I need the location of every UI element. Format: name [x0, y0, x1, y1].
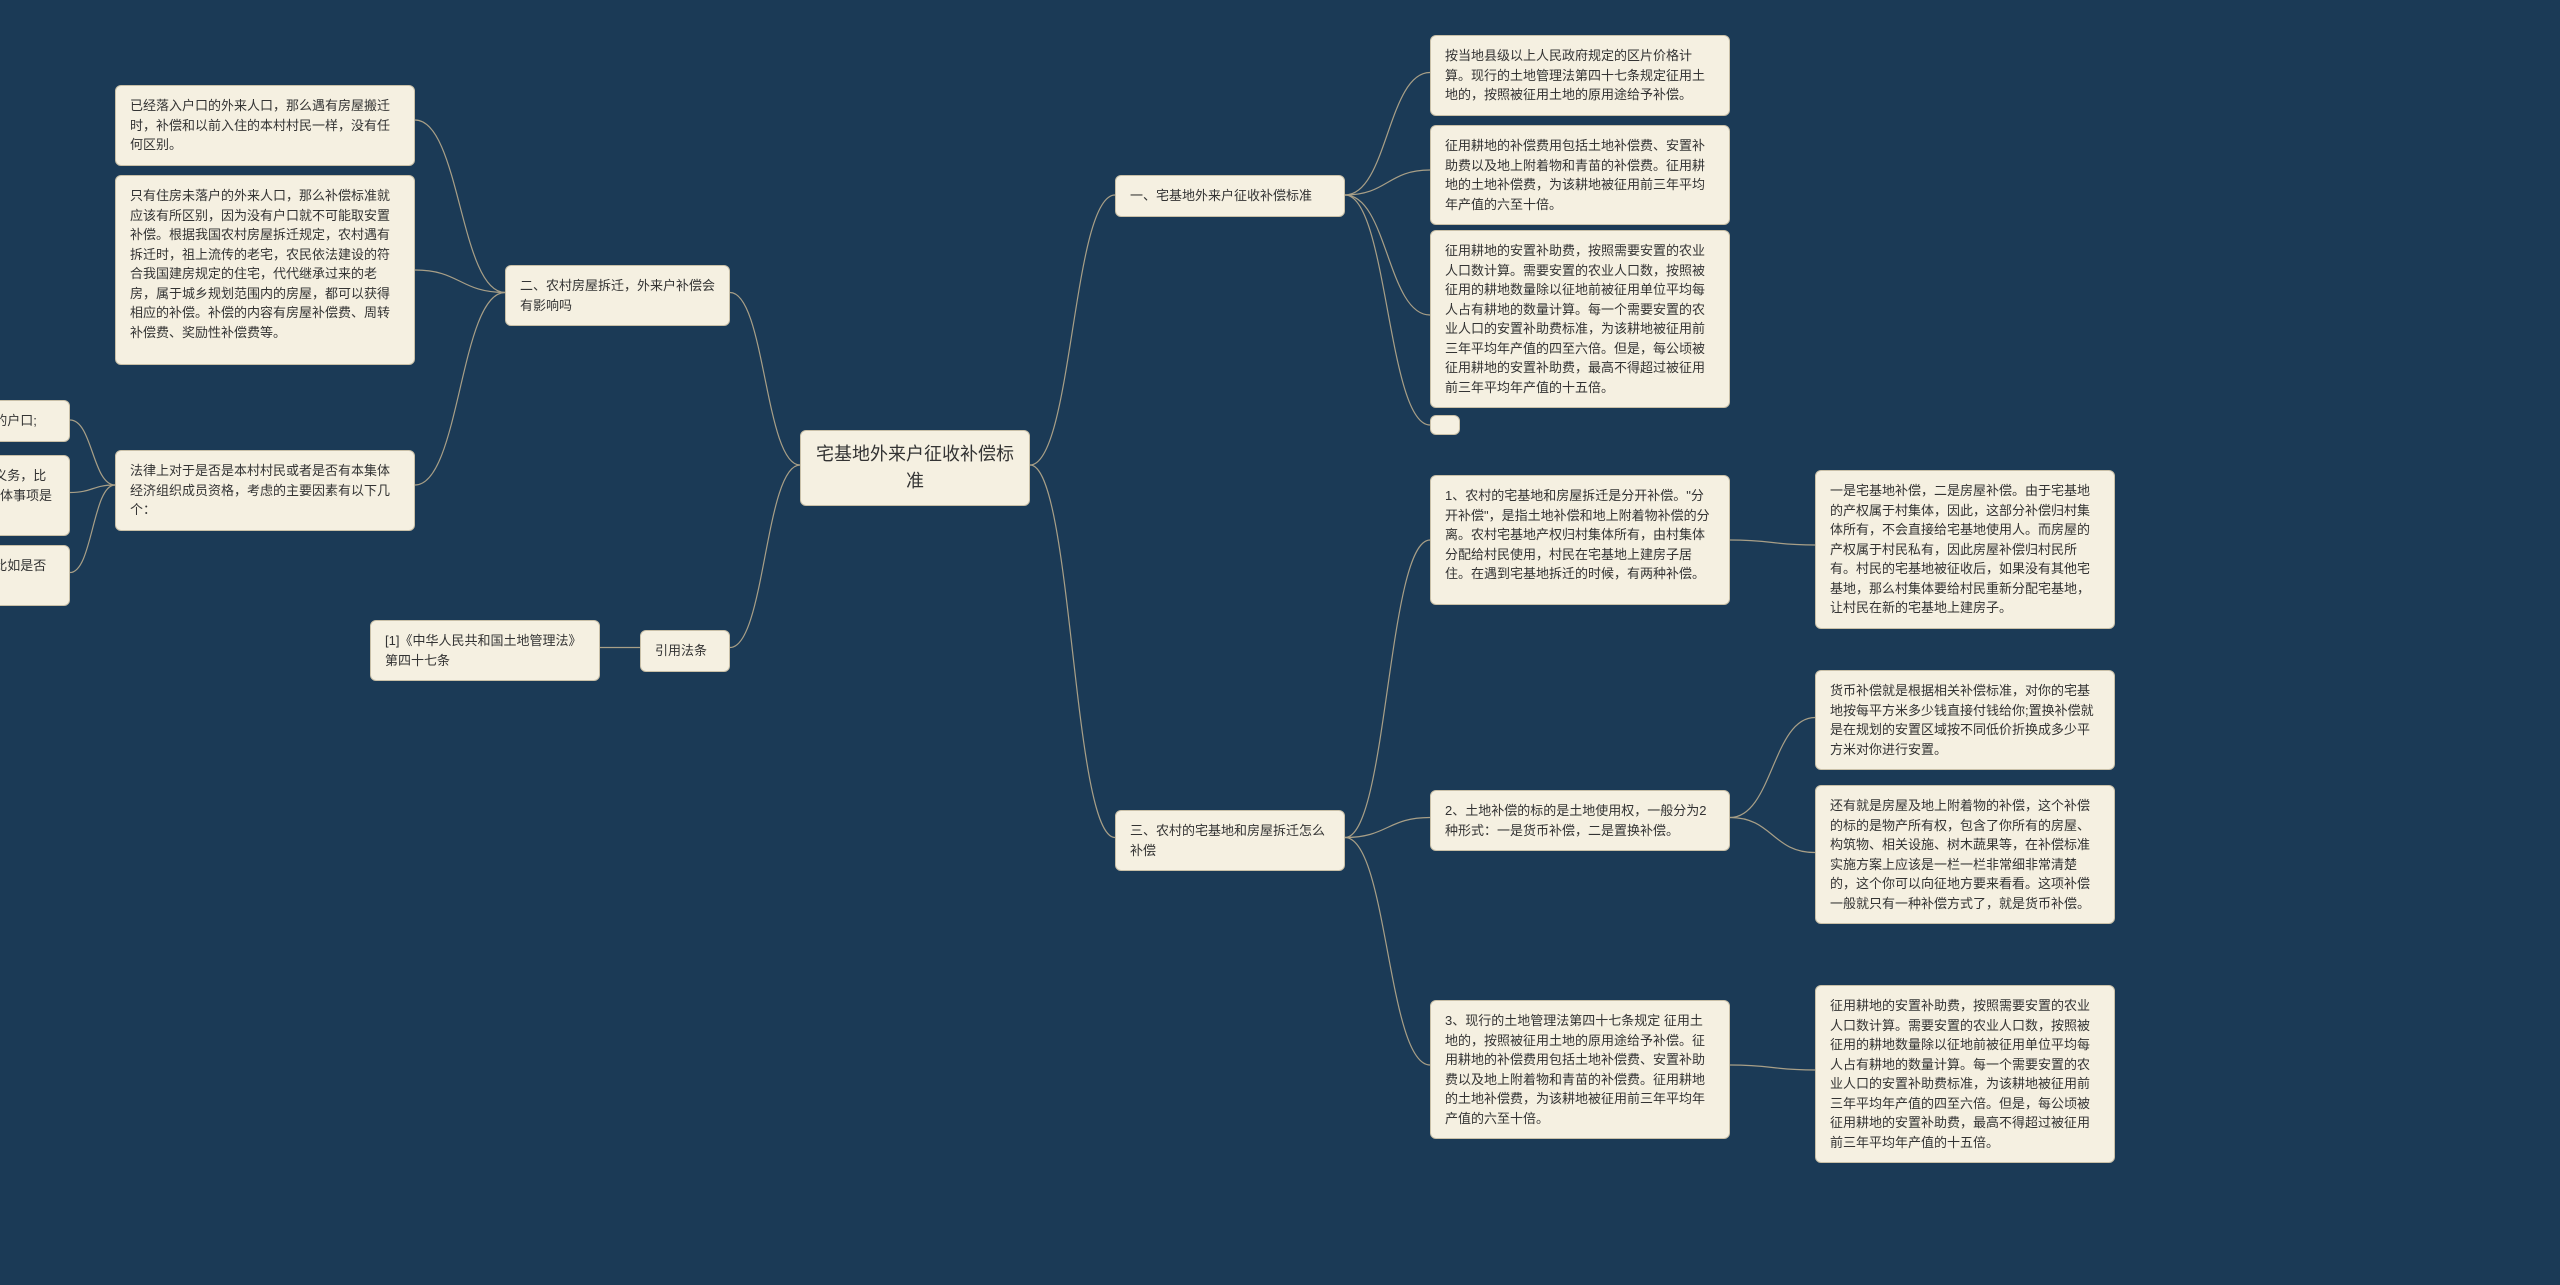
empty-node	[1430, 415, 1460, 435]
leaf-node-l-0-2: 法律上对于是否是本村村民或者是否有本集体经济组织成员资格，考虑的主要因素有以下几…	[115, 450, 415, 531]
leaf-node-r-0-1: 征用耕地的补偿费用包括土地补偿费、安置补助费以及地上附着物和青苗的补偿费。征用耕…	[1430, 125, 1730, 225]
subleaf-node-l-0-2-1: 2、是否享受村民权利、履行村民义务，比如村民代表的选举是否参加，村集体事项是否参…	[0, 455, 70, 536]
branch-node-right-0: 一、宅基地外来户征收补偿标准	[1115, 175, 1345, 217]
leaf-node-r-1-0: 1、农村的宅基地和房屋拆迁是分开补偿。"分开补偿"，是指土地补偿和地上附着物补偿…	[1430, 475, 1730, 605]
root-node: 宅基地外来户征收补偿标准	[800, 430, 1030, 506]
subleaf-node-r-1-2-0: 征用耕地的安置补助费，按照需要安置的农业人口数计算。需要安置的农业人口数，按照被…	[1815, 985, 2115, 1163]
leaf-node-r-0-2: 征用耕地的安置补助费，按照需要安置的农业人口数计算。需要安置的农业人口数，按照被…	[1430, 230, 1730, 408]
subleaf-node-l-0-2-0: 1、户口，也就是说户口要是本村的户口;	[0, 400, 70, 442]
leaf-node-l-1-0: [1]《中华人民共和国土地管理法》第四十七条	[370, 620, 600, 681]
leaf-node-r-1-2: 3、现行的土地管理法第四十七条规定 征用土地的，按照被征用土地的原用途给予补偿。…	[1430, 1000, 1730, 1139]
leaf-node-l-0-1: 只有住房未落户的外来人口，那么补偿标准就应该有所区别，因为没有户口就不可能取安置…	[115, 175, 415, 365]
subleaf-node-r-1-1-1: 还有就是房屋及地上附着物的补偿，这个补偿的标的是物产所有权，包含了你所有的房屋、…	[1815, 785, 2115, 924]
leaf-node-l-0-0: 已经落入户口的外来人口，那么遇有房屋搬迁时，补偿和以前入住的本村村民一样，没有任…	[115, 85, 415, 166]
leaf-node-r-1-1: 2、土地补偿的标的是土地使用权，一般分为2种形式：一是货币补偿，二是置换补偿。	[1430, 790, 1730, 851]
subleaf-node-r-1-1-0: 货币补偿就是根据相关补偿标准，对你的宅基地按每平方米多少钱直接付钱给你;置换补偿…	[1815, 670, 2115, 770]
subleaf-node-l-0-2-2: 3、是否在本村定居、生产生活，比如是否有住宅、是否有合法承包地。	[0, 545, 70, 606]
branch-node-left-1: 引用法条	[640, 630, 730, 672]
leaf-node-r-0-0: 按当地县级以上人民政府规定的区片价格计算。现行的土地管理法第四十七条规定征用土地…	[1430, 35, 1730, 116]
subleaf-node-r-1-0-0: 一是宅基地补偿，二是房屋补偿。由于宅基地的产权属于村集体，因此，这部分补偿归村集…	[1815, 470, 2115, 629]
branch-node-left-0: 二、农村房屋拆迁，外来户补偿会有影响吗	[505, 265, 730, 326]
branch-node-right-1: 三、农村的宅基地和房屋拆迁怎么补偿	[1115, 810, 1345, 871]
